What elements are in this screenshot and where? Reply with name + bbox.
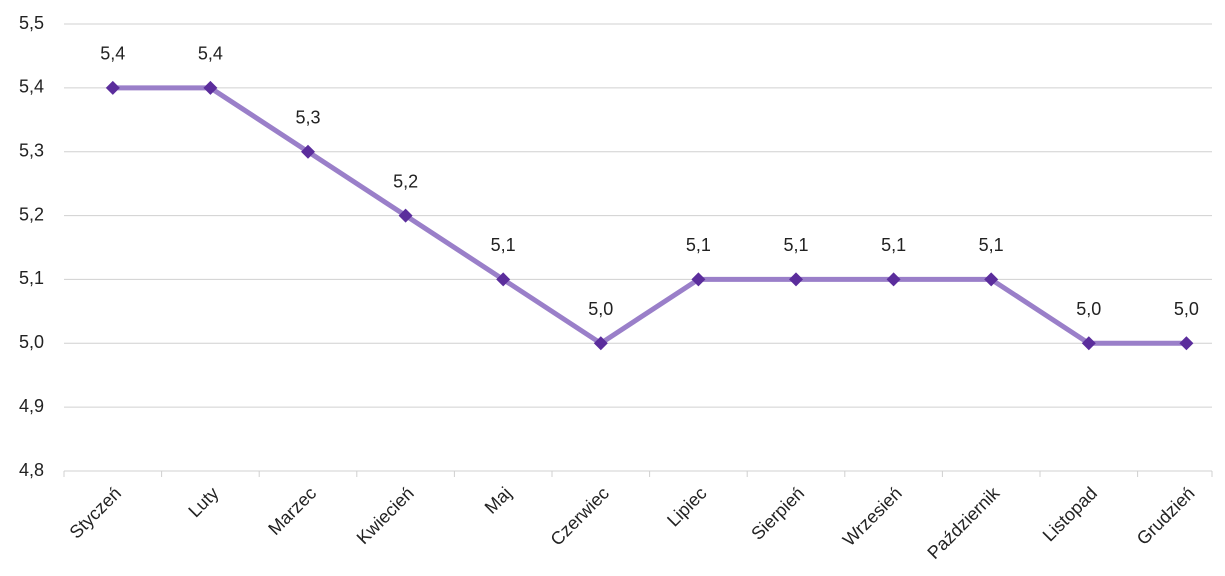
x-tick-label: Październik — [923, 482, 1004, 563]
marker — [1081, 336, 1096, 351]
marker — [301, 144, 315, 159]
line — [112, 85, 1187, 346]
value-label: 5,1 — [686, 235, 711, 255]
y-tick-label: 4,8 — [19, 460, 44, 480]
value-label: 5,0 — [1076, 299, 1101, 319]
value-label: 5,4 — [198, 44, 223, 64]
marker — [1179, 336, 1194, 351]
y-tick-label: 4,9 — [19, 396, 44, 416]
value-label: 5,1 — [979, 235, 1004, 255]
x-tick-label: Wrzesień — [839, 483, 906, 550]
y-tick-label: 5,1 — [19, 268, 44, 288]
value-label: 5,1 — [881, 235, 906, 255]
marker — [886, 272, 901, 287]
value-label: 5,0 — [588, 299, 613, 319]
y-tick-label: 5,0 — [19, 332, 44, 352]
x-tick-label: Czerwiec — [547, 483, 613, 549]
x-tick-label: Kwiecień — [353, 483, 418, 548]
x-tick-label: Lipiec — [663, 483, 710, 530]
y-tick-label: 5,3 — [19, 140, 44, 160]
x-tick-label: Styczeń — [66, 483, 125, 542]
x-tick-label: Maj — [481, 483, 516, 518]
x-tick-label: Marzec — [264, 483, 320, 539]
marker — [691, 272, 706, 287]
value-label: 5,0 — [1174, 299, 1199, 319]
marker — [105, 80, 120, 95]
x-tick-label: Sierpień — [747, 483, 808, 544]
value-label: 5,1 — [783, 235, 808, 255]
marker — [496, 272, 511, 287]
y-tick-label: 5,4 — [19, 77, 44, 97]
x-tick-label: Luty — [184, 483, 222, 521]
value-label: 5,2 — [393, 171, 418, 191]
marker — [203, 80, 218, 95]
marker — [398, 208, 413, 223]
y-tick-label: 5,2 — [19, 204, 44, 224]
x-tick-label: Listopad — [1039, 483, 1101, 545]
marker — [789, 272, 803, 287]
marker — [984, 272, 999, 287]
x-tick-label: Grudzień — [1133, 483, 1199, 549]
value-label: 5,1 — [491, 235, 516, 255]
value-label: 5,3 — [295, 107, 320, 127]
y-tick-label: 5,5 — [19, 13, 44, 33]
marker — [593, 336, 608, 351]
value-label: 5,4 — [100, 44, 125, 64]
